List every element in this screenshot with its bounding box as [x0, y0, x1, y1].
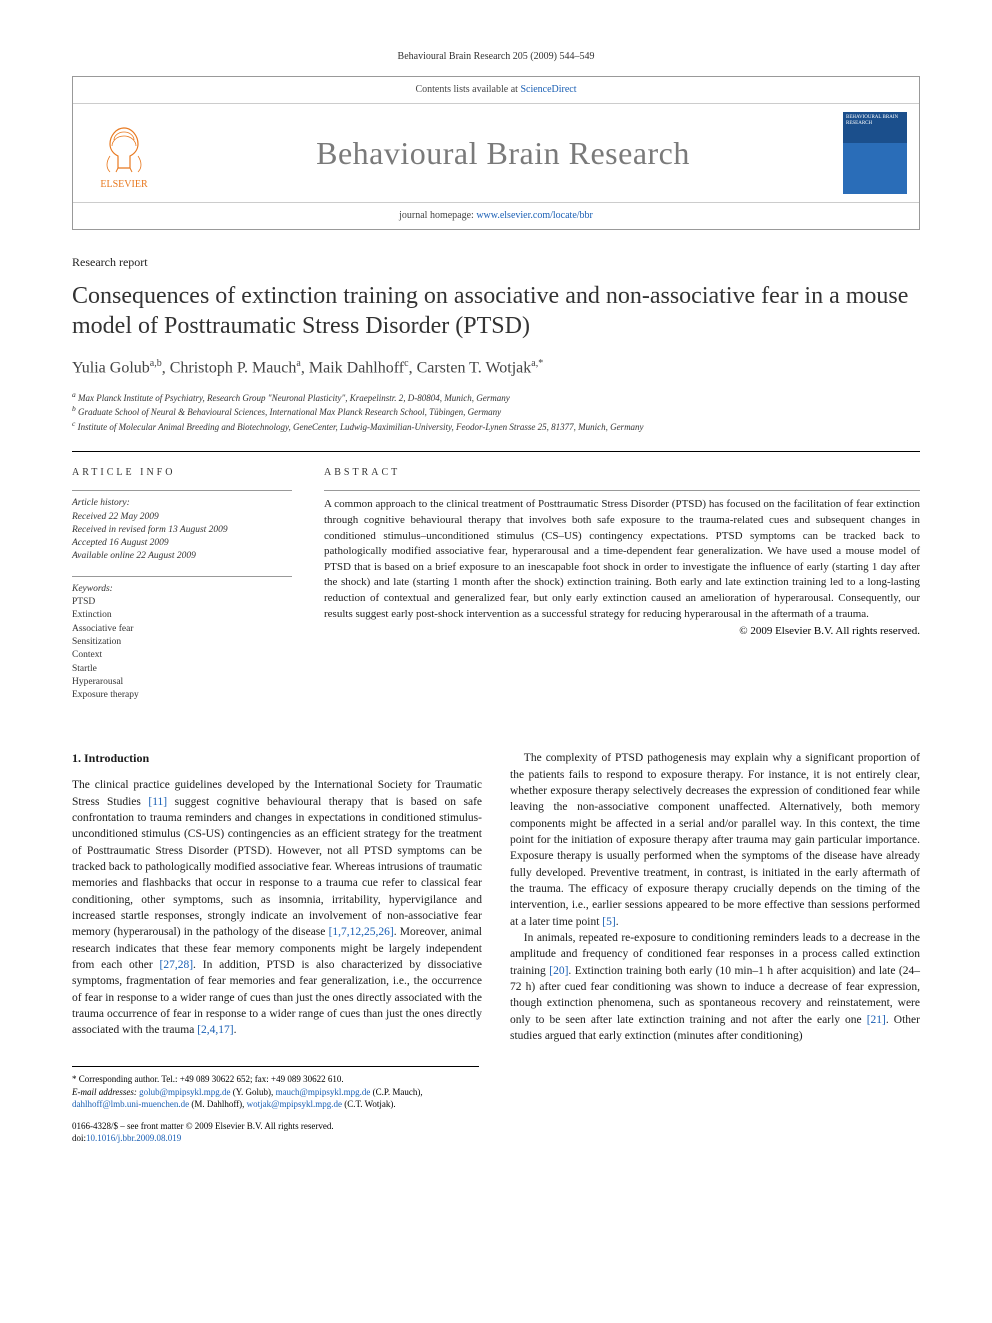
email-link[interactable]: wotjak@mpipsykl.mpg.de [247, 1099, 342, 1109]
journal-masthead: Contents lists available at ScienceDirec… [72, 76, 920, 230]
article-history: Article history: Received 22 May 2009Rec… [72, 490, 292, 563]
sciencedirect-link[interactable]: ScienceDirect [520, 84, 576, 95]
homepage-prefix: journal homepage: [399, 210, 476, 221]
citation-link[interactable]: [2,4,17] [197, 1024, 233, 1036]
abstract-text: A common approach to the clinical treatm… [324, 490, 920, 622]
citation-link[interactable]: [27,28] [160, 959, 194, 971]
author-list: Yulia Goluba,b, Christoph P. Maucha, Mai… [72, 357, 920, 380]
article-info-column: ARTICLE INFO Article history: Received 2… [72, 466, 292, 714]
citation-link[interactable]: [20] [549, 965, 568, 977]
citation-link[interactable]: [5] [602, 916, 615, 928]
affiliations: a Max Planck Institute of Psychiatry, Re… [72, 390, 920, 434]
email-line: E-mail addresses: golub@mpipsykl.mpg.de … [72, 1086, 479, 1110]
elsevier-tree-icon [96, 122, 152, 178]
body-paragraph: The clinical practice guidelines develop… [72, 777, 482, 1038]
citation-link[interactable]: [21] [867, 1014, 886, 1026]
email-label: E-mail addresses: [72, 1087, 139, 1097]
email-link[interactable]: dahlhoff@lmb.uni-muenchen.de [72, 1099, 189, 1109]
abstract-column: ABSTRACT A common approach to the clinic… [324, 466, 920, 714]
keywords-label: Keywords: [72, 583, 292, 596]
homepage-line: journal homepage: www.elsevier.com/locat… [73, 203, 919, 229]
body-text: . Extinction training both early (10 min… [510, 965, 920, 1026]
doi-prefix: doi: [72, 1133, 86, 1143]
body-paragraph: In animals, repeated re-exposure to cond… [510, 930, 920, 1044]
corresponding-author-footnote: * Corresponding author. Tel.: +49 089 30… [72, 1066, 479, 1109]
body-text: . [616, 916, 619, 928]
article-body: 1. Introduction The clinical practice gu… [72, 750, 920, 1044]
elsevier-logo: ELSEVIER [85, 114, 163, 192]
body-paragraph: The complexity of PTSD pathogenesis may … [510, 750, 920, 930]
keywords-block: Keywords: PTSDExtinctionAssociative fear… [72, 576, 292, 703]
contents-prefix: Contents lists available at [415, 84, 520, 95]
body-text: . [234, 1024, 237, 1036]
elsevier-wordmark: ELSEVIER [100, 178, 147, 192]
doi-line: doi:10.1016/j.bbr.2009.08.019 [72, 1132, 920, 1144]
running-head: Behavioural Brain Research 205 (2009) 54… [72, 50, 920, 64]
contents-line: Contents lists available at ScienceDirec… [73, 77, 919, 104]
email-link[interactable]: golub@mpipsykl.mpg.de [139, 1087, 230, 1097]
journal-cover-thumbnail: BEHAVIOURAL BRAIN RESEARCH [843, 112, 907, 194]
email-link[interactable]: mauch@mpipsykl.mpg.de [276, 1087, 371, 1097]
article-title: Consequences of extinction training on a… [72, 281, 920, 341]
body-text: suggest cognitive behavioural therapy th… [72, 796, 482, 939]
article-info-header: ARTICLE INFO [72, 466, 292, 480]
body-text: The complexity of PTSD pathogenesis may … [510, 752, 920, 927]
journal-homepage-link[interactable]: www.elsevier.com/locate/bbr [476, 210, 593, 221]
front-matter-line: 0166-4328/$ – see front matter © 2009 El… [72, 1120, 920, 1132]
copyright-footer: 0166-4328/$ – see front matter © 2009 El… [72, 1120, 920, 1144]
corr-author-line: * Corresponding author. Tel.: +49 089 30… [72, 1073, 479, 1085]
doi-link[interactable]: 10.1016/j.bbr.2009.08.019 [86, 1133, 181, 1143]
history-label: Article history: [72, 497, 292, 510]
body-text: occurrence of fear in response to a wide… [72, 1008, 482, 1036]
citation-link[interactable]: [1,7,12,25,26] [329, 926, 394, 938]
section-heading: 1. Introduction [72, 750, 482, 767]
citation-link[interactable]: [11] [148, 796, 167, 808]
abstract-header: ABSTRACT [324, 466, 920, 480]
article-type: Research report [72, 254, 920, 271]
abstract-copyright: © 2009 Elsevier B.V. All rights reserved… [324, 624, 920, 639]
journal-title: Behavioural Brain Research [163, 131, 843, 176]
